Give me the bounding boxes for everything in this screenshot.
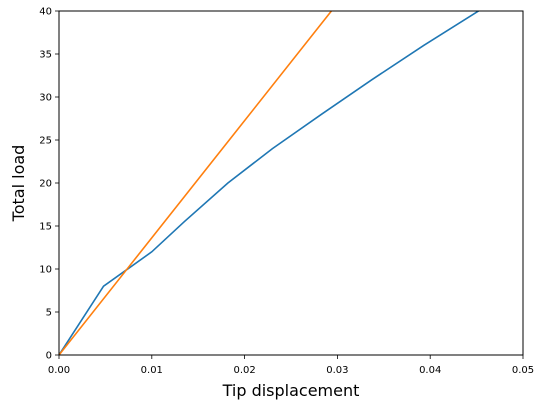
x-axis-label: Tip displacement [222, 381, 360, 400]
y-tick-label: 20 [39, 179, 52, 190]
x-tick-label: 0.03 [326, 365, 348, 376]
x-tick-label: 0.01 [141, 365, 163, 376]
x-tick-label: 0.04 [419, 365, 441, 376]
y-tick-label: 30 [39, 93, 52, 104]
x-axis-ticks: 0.00 0.01 0.02 0.03 0.04 0.05 [48, 355, 534, 376]
x-tick-label: 0.02 [233, 365, 255, 376]
y-axis-label: Total load [9, 145, 28, 223]
x-tick-label: 0.05 [512, 365, 534, 376]
y-tick-label: 15 [39, 222, 52, 233]
y-tick-label: 25 [39, 136, 52, 147]
y-tick-label: 5 [46, 308, 52, 319]
series-line-1 [59, 11, 481, 355]
y-tick-label: 35 [39, 50, 52, 61]
y-tick-label: 40 [39, 7, 52, 18]
series-line-2 [59, 11, 333, 355]
series-lines [59, 11, 481, 355]
x-tick-label: 0.00 [48, 365, 70, 376]
y-tick-label: 10 [39, 265, 52, 276]
y-tick-label: 0 [46, 351, 52, 362]
y-axis-ticks: 0 5 10 15 20 25 30 35 40 [39, 7, 59, 362]
